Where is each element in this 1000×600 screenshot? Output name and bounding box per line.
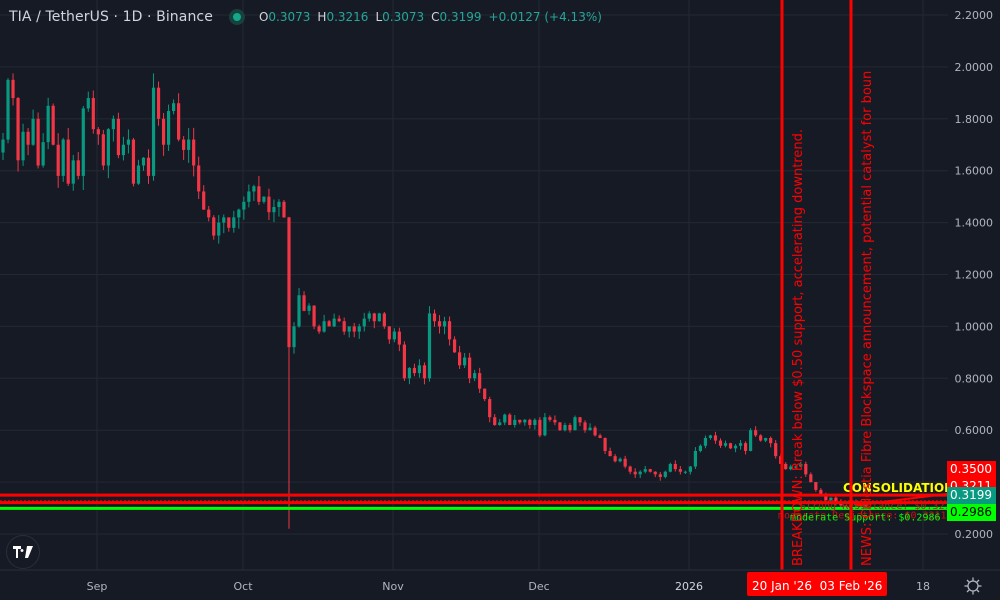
svg-text:Nov: Nov <box>382 580 404 593</box>
svg-text:2.0000: 2.0000 <box>955 61 994 74</box>
candlestick-series <box>1 73 868 529</box>
price-axis[interactable]: 2.2000 2.0000 1.8000 1.6000 1.4000 1.2000 1.00… <box>947 9 996 541</box>
svg-text:Dec: Dec <box>528 580 549 593</box>
svg-text:moderate Resistance: $0.3211: moderate Resistance: $0.3211 <box>778 511 947 522</box>
svg-text:1.2000: 1.2000 <box>955 269 994 282</box>
low-value: 0.3073 <box>382 10 425 24</box>
market-status-icon <box>228 9 245 25</box>
svg-text:CONSOLIDATION: CONSOLIDATION <box>843 481 954 495</box>
svg-text:moderate Support: $0.2986: moderate Support: $0.2986 <box>790 512 941 523</box>
svg-text:Sep: Sep <box>87 580 108 593</box>
close-label: C <box>431 10 440 24</box>
svg-text:Strong Resistance: $0.3277: Strong Resistance: $0.3277 <box>800 501 957 512</box>
svg-text:0.3199: 0.3199 <box>950 488 992 502</box>
svg-text:0.2000: 0.2000 <box>955 528 994 541</box>
symbol-header: TIA / TetherUS · 1D · Binance O0.3073 H0… <box>9 6 602 28</box>
tradingview-logo-icon[interactable] <box>6 535 40 569</box>
high-value: 0.3216 <box>326 10 369 24</box>
annotations: BREAKDOWN: Break below $0.50 support, ac… <box>780 0 875 570</box>
svg-text:0.6000: 0.6000 <box>955 424 994 437</box>
svg-text:1.0000: 1.0000 <box>955 320 994 333</box>
svg-text:03 Feb '26: 03 Feb '26 <box>820 579 883 593</box>
svg-text:1.4000: 1.4000 <box>955 217 994 230</box>
symbol-title[interactable]: TIA / TetherUS · 1D · Binance <box>9 9 213 25</box>
open-value: 0.3073 <box>268 10 311 24</box>
svg-text:0.3500: 0.3500 <box>950 462 992 476</box>
svg-text:0.2986: 0.2986 <box>950 505 992 519</box>
chart-grid <box>0 0 948 570</box>
svg-text:1.6000: 1.6000 <box>955 165 994 178</box>
ohlc-values: O0.3073 H0.3216 L0.3073 C0.3199 +0.0127 … <box>259 10 602 24</box>
price-levels: CONSOLIDATION Strong Resistance: $0.3277m… <box>0 481 957 523</box>
svg-text:Oct: Oct <box>233 580 253 593</box>
svg-text:2.2000: 2.2000 <box>955 9 994 22</box>
close-value: 0.3199 <box>439 10 482 24</box>
svg-text:1.8000: 1.8000 <box>955 113 994 126</box>
open-label: O <box>258 10 269 24</box>
change-value: +0.0127 (+4.13%) <box>488 10 602 24</box>
svg-text:20 Jan '26: 20 Jan '26 <box>752 579 812 593</box>
gear-icon[interactable] <box>964 577 982 595</box>
svg-text:0.8000: 0.8000 <box>955 372 994 385</box>
svg-text:2026: 2026 <box>675 580 703 593</box>
svg-text:BREAKDOWN: Break below $0.50 s: BREAKDOWN: Break below $0.50 support, ac… <box>791 129 806 566</box>
svg-text:NEWS: Celestia Fibre Blockspac: NEWS: Celestia Fibre Blockspace announce… <box>860 71 875 566</box>
low-label: L <box>375 10 383 24</box>
high-label: H <box>317 10 327 24</box>
svg-text:18: 18 <box>916 580 930 593</box>
